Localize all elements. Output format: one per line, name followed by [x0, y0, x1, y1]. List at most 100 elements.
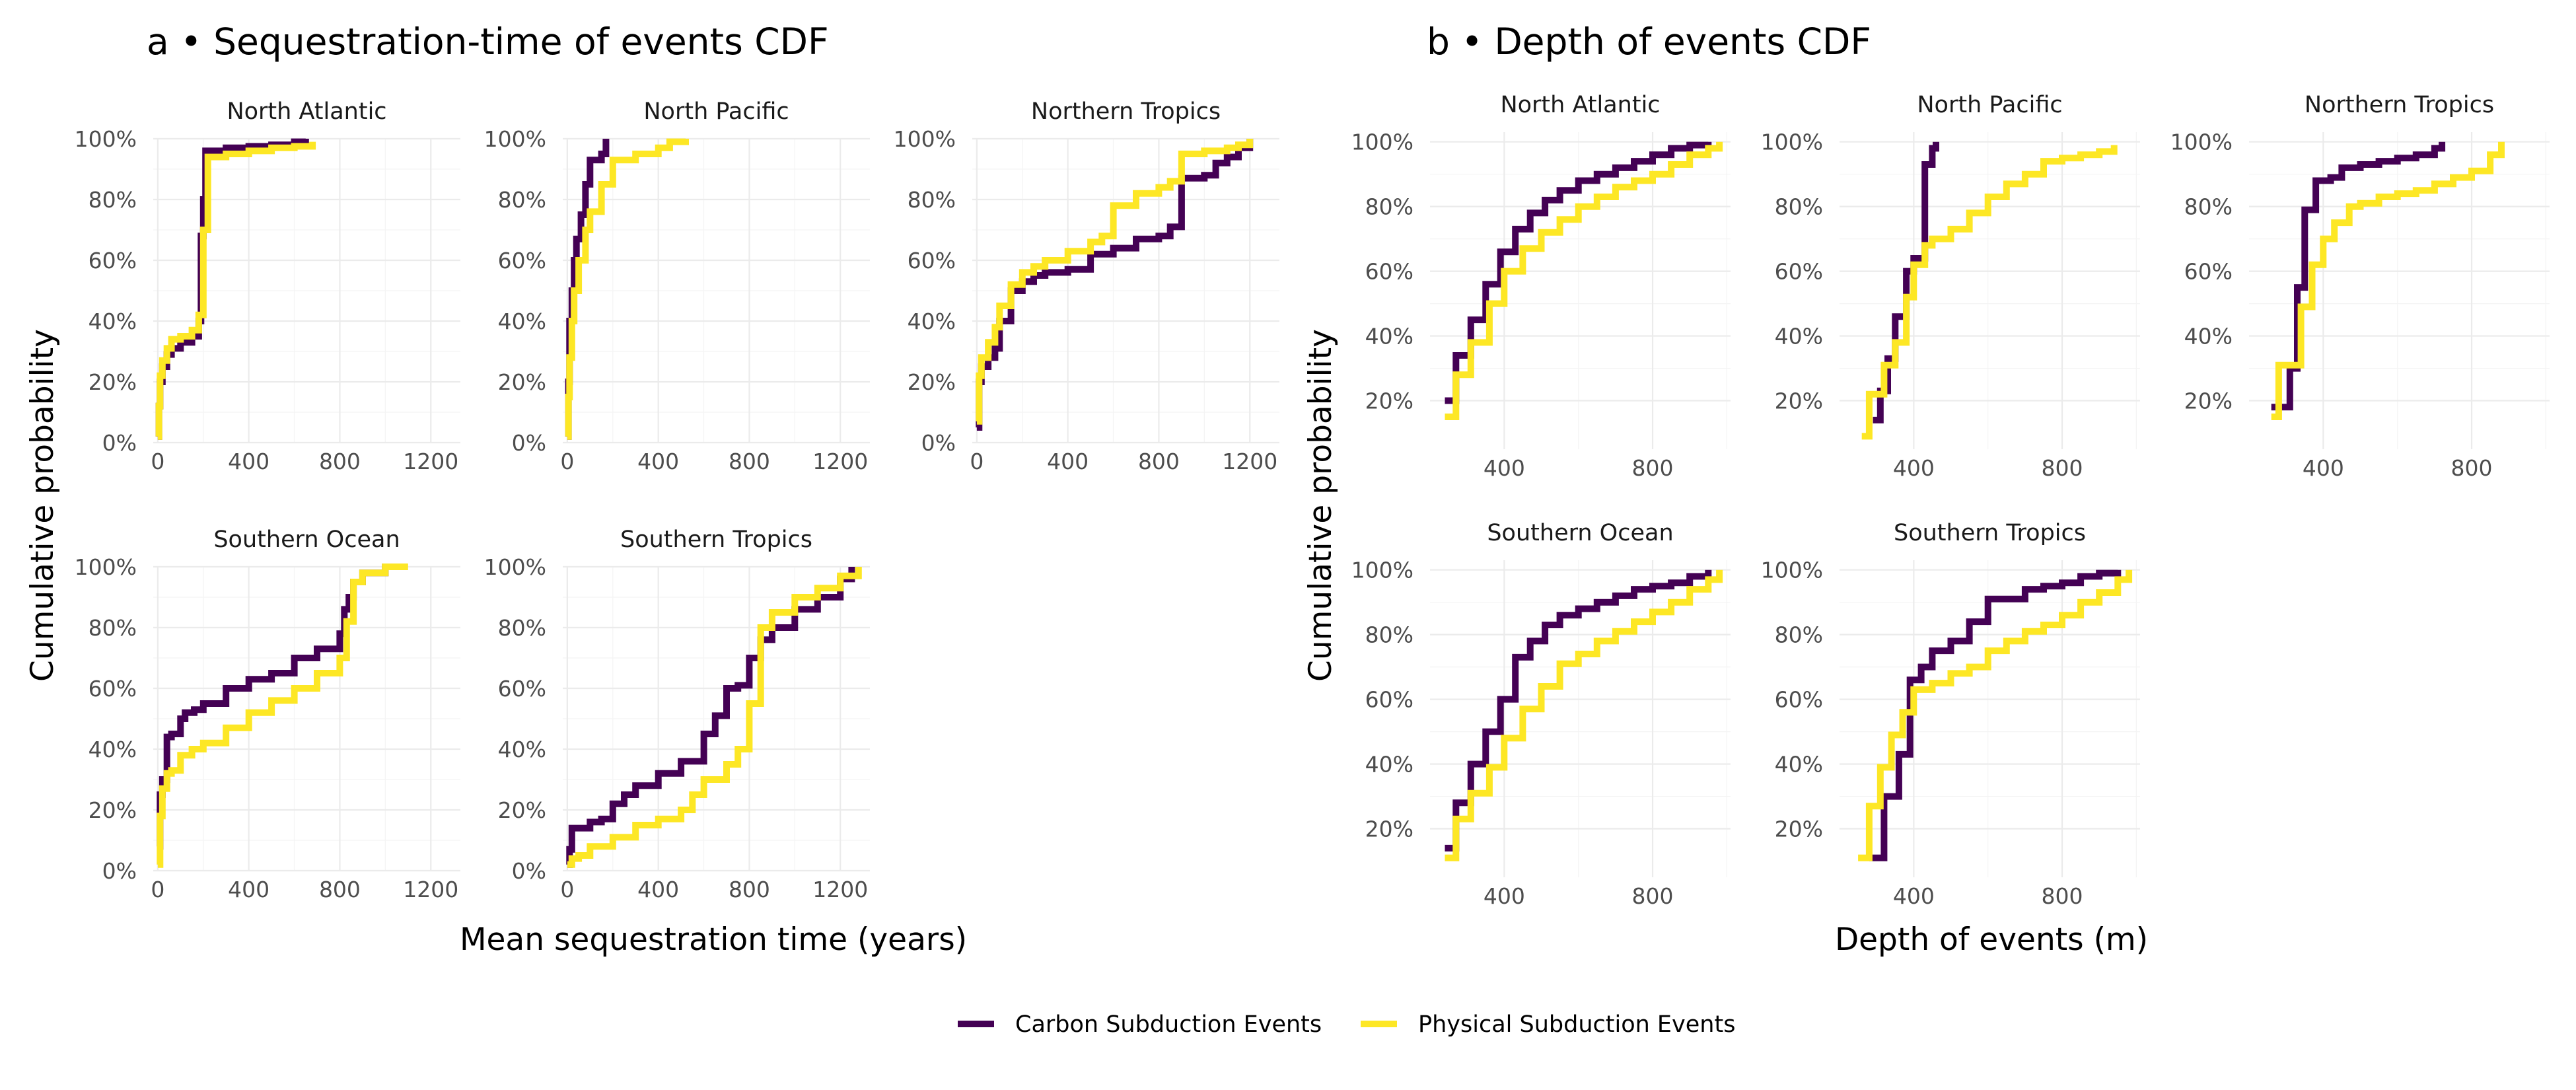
- facet-label: Southern Tropics: [1894, 520, 2086, 546]
- x-tick-label: 400: [1484, 455, 1525, 481]
- facet-label: Southern Ocean: [213, 527, 400, 553]
- y-tick-label: 20%: [498, 797, 546, 823]
- y-tick-label: 20%: [2184, 388, 2233, 414]
- series-line-carbon-subduction-events-southern-ocean: [1445, 569, 1712, 852]
- facet-label: Northern Tropics: [1031, 98, 1221, 125]
- y-tick-label: 80%: [1775, 622, 1823, 648]
- x-tick-label: 400: [228, 877, 269, 902]
- panel-b-facet-northern-tropics: Northern Tropics 400 800 20% 40% 60% 80% 100%: [2170, 92, 2550, 481]
- x-tick-label: 800: [2451, 455, 2493, 481]
- y-tick-label: 80%: [498, 187, 546, 213]
- x-tick-label: 800: [319, 877, 361, 902]
- x-tick-label: 400: [1484, 883, 1525, 909]
- y-tick-label: 100%: [894, 126, 956, 152]
- x-tick-label: 400: [1893, 455, 1935, 481]
- y-tick-label: 40%: [89, 309, 137, 334]
- x-tick-label: 400: [637, 449, 679, 474]
- y-tick-label: 100%: [75, 554, 137, 580]
- panel-b-x-axis-title: Depth of events (m): [1835, 922, 2148, 958]
- x-tick-label: 0: [560, 449, 574, 474]
- panel-a-facet-north-atlantic: North Atlantic 0 400 800 1200 0% 20% 40% 60% 80% 1…: [75, 98, 460, 474]
- y-tick-label: 80%: [1775, 194, 1823, 220]
- panel-a-x-axis-title: Mean sequestration time (years): [460, 922, 967, 958]
- x-tick-label: 400: [2303, 455, 2344, 481]
- facet-label: Northern Tropics: [2305, 92, 2494, 118]
- y-tick-label: 40%: [1365, 324, 1413, 349]
- y-tick-label: 60%: [89, 248, 137, 273]
- panel-a-title: a • Sequestration-time of events CDF: [147, 20, 829, 63]
- series-line-carbon-subduction-events-north-atlantic: [1445, 141, 1712, 404]
- y-tick-label: 100%: [1761, 129, 1823, 155]
- y-tick-label: 20%: [1365, 388, 1413, 414]
- panel-b-facet-southern-tropics: Southern Tropics 400 800 20% 40% 60% 80% 100%: [1761, 520, 2140, 909]
- legend-label-physical: Physical Subduction Events: [1418, 1011, 1735, 1038]
- panel-b-title: b • Depth of events CDF: [1427, 20, 1871, 63]
- x-tick-label: 400: [228, 449, 269, 474]
- y-tick-label: 40%: [1775, 324, 1823, 349]
- y-tick-label: 100%: [1351, 129, 1413, 155]
- y-tick-label: 40%: [498, 737, 546, 762]
- panel-a-facet-northern-tropics: Northern Tropics 0 400 800 1200 0% 20% 40% 60% 80…: [894, 98, 1279, 474]
- series-line-carbon-subduction-events-southern-tropics: [566, 567, 855, 868]
- y-tick-label: 20%: [1775, 388, 1823, 414]
- y-tick-label: 60%: [498, 676, 546, 702]
- y-tick-label: 60%: [1365, 259, 1413, 285]
- y-tick-label: 0%: [512, 430, 546, 456]
- y-tick-label: 20%: [89, 797, 137, 823]
- series-line-physical-subduction-events-north-atlantic: [155, 141, 316, 440]
- y-tick-label: 80%: [2184, 194, 2233, 220]
- y-tick-label: 0%: [512, 858, 546, 884]
- y-tick-label: 100%: [1351, 558, 1413, 583]
- y-tick-label: 100%: [484, 126, 546, 152]
- legend-label-carbon: Carbon Subduction Events: [1015, 1011, 1322, 1038]
- y-tick-label: 0%: [921, 430, 956, 456]
- y-tick-label: 60%: [89, 676, 137, 702]
- y-tick-label: 20%: [89, 369, 137, 395]
- facet-label: Southern Tropics: [620, 527, 812, 553]
- x-tick-label: 800: [729, 877, 770, 902]
- series-line-physical-subduction-events-southern-ocean: [1445, 569, 1723, 861]
- y-tick-label: 80%: [908, 187, 956, 213]
- y-tick-label: 100%: [484, 554, 546, 580]
- y-tick-label: 80%: [89, 615, 137, 641]
- series-line-physical-subduction-events-southern-tropics: [567, 567, 862, 868]
- panel-a-facet-north-pacific: North Pacific 0 400 800 1200 0% 20% 40% 60% 80% 10…: [484, 98, 870, 474]
- x-tick-label: 800: [2042, 883, 2083, 909]
- facet-label: North Atlantic: [1500, 92, 1660, 118]
- panel-a-facet-southern-tropics: Southern Tropics 0 400 800 1200 0% 20% 40% 60% 80…: [484, 527, 870, 902]
- y-tick-label: 80%: [89, 187, 137, 213]
- series-line-physical-subduction-events-northern-tropics: [976, 139, 1254, 425]
- x-tick-label: 1200: [403, 877, 458, 902]
- facet-label: Southern Ocean: [1487, 520, 1673, 546]
- panel-b-facet-north-pacific: North Pacific 400 800 20% 40% 60% 80% 100%: [1761, 92, 2140, 481]
- series-line-physical-subduction-events-northern-tropics: [2271, 141, 2505, 420]
- series-line-carbon-subduction-events-southern-tropics: [1869, 569, 2122, 861]
- x-tick-label: 800: [1632, 883, 1674, 909]
- series-line-physical-subduction-events-southern-tropics: [1858, 569, 2133, 861]
- panel-b-y-axis-title: Cumulative probability: [1303, 329, 1339, 682]
- x-tick-label: 0: [560, 877, 574, 902]
- x-tick-label: 800: [1138, 449, 1180, 474]
- x-tick-label: 0: [970, 449, 984, 474]
- facets-layer: North Atlantic 0 400 800 1200 0% 20% 40% 60% 80% 1…: [75, 92, 2550, 909]
- y-tick-label: 40%: [1775, 752, 1823, 778]
- y-tick-label: 40%: [908, 309, 956, 334]
- legend: Carbon Subduction Events Physical Subduc…: [958, 1011, 1735, 1038]
- y-tick-label: 60%: [908, 248, 956, 273]
- y-tick-label: 60%: [1365, 687, 1413, 713]
- x-tick-label: 400: [1047, 449, 1089, 474]
- panel-b-facet-north-atlantic: North Atlantic 400 800 20% 40% 60% 80% 100%: [1351, 92, 1731, 481]
- y-tick-label: 80%: [1365, 622, 1413, 648]
- y-tick-label: 40%: [1365, 752, 1413, 778]
- y-tick-label: 80%: [1365, 194, 1413, 220]
- y-tick-label: 20%: [908, 369, 956, 395]
- x-tick-label: 1200: [1222, 449, 1277, 474]
- panel-a-y-axis-title: Cumulative probability: [24, 329, 61, 682]
- series-line-physical-subduction-events-north-pacific: [565, 138, 689, 440]
- x-tick-label: 800: [1632, 455, 1674, 481]
- y-tick-label: 60%: [1775, 687, 1823, 713]
- facet-label: North Pacific: [1917, 92, 2062, 118]
- y-tick-label: 20%: [1365, 817, 1413, 842]
